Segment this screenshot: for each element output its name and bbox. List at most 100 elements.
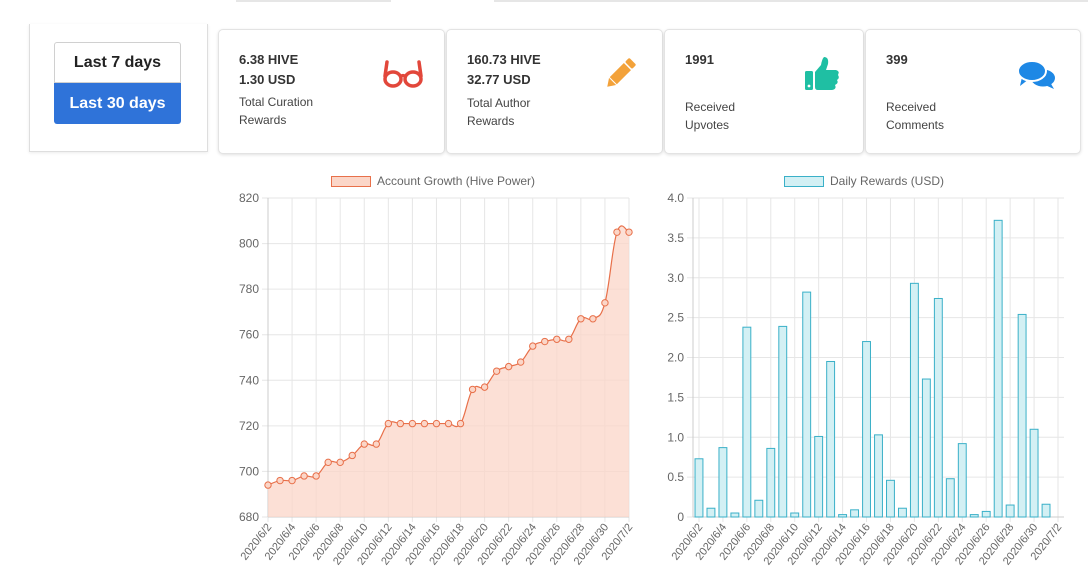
comments-value: 399 (886, 52, 908, 67)
growth-point (601, 299, 609, 307)
reward-bar (969, 514, 979, 518)
reward-bar (826, 360, 836, 518)
growth-point (336, 458, 344, 467)
growth-legend[interactable]: Account Growth (Hive Power) (331, 174, 535, 188)
pencil-icon (607, 58, 636, 87)
y-tick-label: 760 (239, 328, 259, 342)
reward-bar (694, 458, 704, 518)
reward-bar (850, 509, 860, 518)
author-label-line1: Total Author (467, 96, 531, 110)
growth-point (408, 419, 417, 428)
reward-bar (897, 507, 907, 518)
growth-point (589, 315, 597, 323)
growth-point (264, 481, 272, 489)
growth-point (300, 472, 308, 480)
y-tick-label: 820 (239, 191, 259, 205)
reward-bar (754, 499, 764, 518)
comments-label-line2: Comments (886, 118, 945, 132)
y-tick-label: 800 (239, 237, 259, 251)
growth-point (312, 472, 320, 480)
reward-bar (1041, 503, 1051, 518)
reward-bar (718, 447, 728, 518)
comments-icon (1017, 60, 1055, 89)
reward-bar (742, 326, 752, 518)
reward-bar (706, 507, 716, 518)
date-range-selector: Last 7 days Last 30 days (29, 24, 208, 152)
y-tick-label: 680 (239, 510, 259, 524)
y-tick-label: 700 (239, 464, 259, 478)
growth-point (492, 367, 501, 375)
reward-bar (1029, 428, 1039, 518)
growth-point (456, 419, 465, 428)
growth-point (553, 335, 561, 343)
reward-bar (778, 325, 788, 518)
growth-point (625, 228, 633, 236)
thumbs-up-icon (805, 57, 839, 90)
reward-bar (838, 514, 848, 518)
last-30-days-button[interactable]: Last 30 days (54, 83, 181, 124)
growth-area (268, 225, 629, 517)
growth-point (360, 440, 368, 448)
curation-rewards-card: 6.38 HIVE 1.30 USD Total Curation Reward… (218, 29, 445, 154)
reward-bar (957, 443, 967, 518)
rewards-legend-swatch (784, 175, 824, 187)
reward-bar (945, 478, 955, 518)
y-tick-label: 740 (239, 373, 259, 387)
top-divider-right (494, 0, 1088, 2)
y-tick-label: 2.5 (667, 311, 684, 325)
growth-point (577, 315, 585, 323)
growth-legend-label: Account Growth (Hive Power) (377, 174, 536, 188)
growth-point (529, 342, 537, 350)
reward-bar (766, 447, 776, 518)
curation-label-line1: Total Curation (239, 95, 314, 109)
reward-bar (981, 510, 991, 518)
glasses-icon (383, 60, 423, 88)
reward-bar (1005, 504, 1015, 518)
author-label: Total Author Rewards (467, 94, 530, 130)
y-tick-label: 1.0 (667, 430, 684, 444)
reward-bar (921, 378, 931, 518)
growth-point (420, 419, 429, 428)
upvotes-label-line2: Upvotes (685, 118, 730, 132)
y-tick-label: 4.0 (667, 191, 684, 205)
curation-label-line2: Rewards (239, 113, 287, 127)
y-tick-label: 3.5 (667, 231, 684, 245)
author-usd-value: 32.77 USD (467, 72, 531, 87)
y-tick-label: 0 (677, 510, 684, 524)
growth-point (396, 419, 405, 428)
reward-bar (993, 219, 1003, 518)
growth-point (517, 358, 525, 366)
y-tick-label: 720 (239, 419, 259, 433)
reward-bar (802, 291, 812, 518)
reward-bar (730, 512, 740, 518)
reward-bar (933, 297, 943, 518)
comments-label-line1: Received (886, 100, 937, 114)
top-divider-left (236, 0, 391, 2)
reward-bar (814, 435, 824, 518)
y-tick-label: 1.5 (667, 390, 684, 404)
growth-point (324, 458, 332, 467)
y-tick-label: 2.0 (667, 351, 684, 365)
curation-usd-value: 1.30 USD (239, 72, 296, 87)
growth-point (276, 476, 284, 485)
growth-point (480, 383, 489, 391)
reward-bar (909, 282, 919, 518)
reward-bar (862, 341, 871, 518)
growth-point (384, 419, 393, 428)
rewards-legend[interactable]: Daily Rewards (USD) (784, 174, 944, 188)
growth-point (613, 228, 621, 236)
reward-bar (886, 479, 895, 518)
growth-point (541, 337, 549, 346)
growth-point (288, 476, 296, 485)
last-7-days-button[interactable]: Last 7 days (54, 42, 181, 83)
growth-legend-swatch (331, 175, 371, 187)
reward-bar (874, 434, 883, 518)
curation-label: Total Curation Rewards (239, 93, 313, 129)
comments-label: Received Comments (886, 98, 944, 134)
growth-point (565, 335, 573, 343)
growth-point (504, 362, 513, 371)
growth-point (432, 419, 441, 428)
growth-point (348, 451, 356, 460)
